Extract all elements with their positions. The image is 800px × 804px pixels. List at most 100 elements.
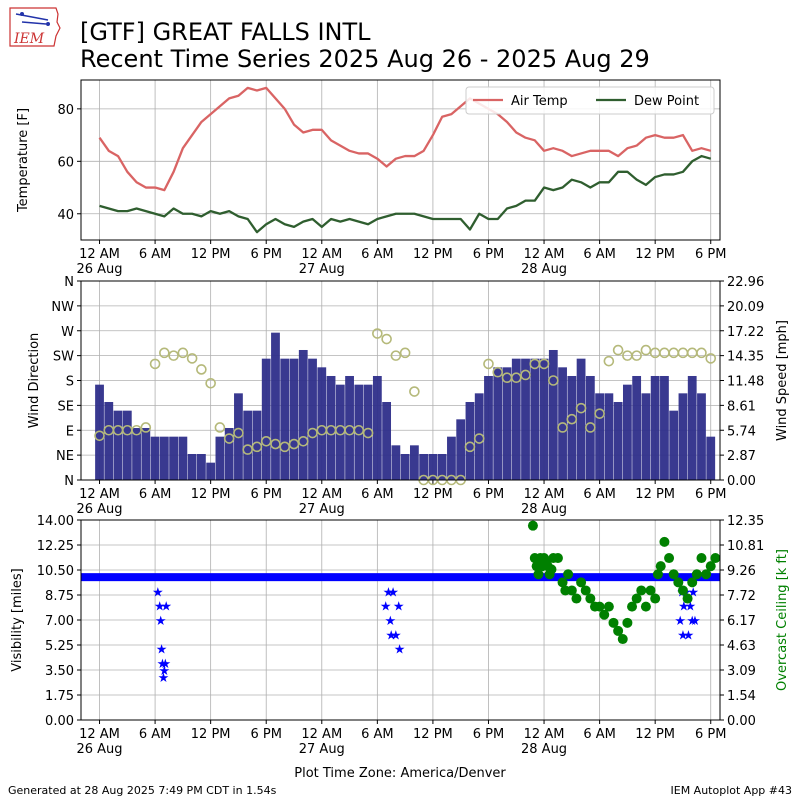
ceiling-point: [576, 577, 587, 588]
visibility-point: ★: [383, 585, 395, 600]
visibility-point: ★: [689, 614, 701, 629]
ceiling-tick-label: 7.72: [727, 589, 756, 604]
x-tick-label: 6 AM: [583, 727, 616, 742]
visibility-point: ★: [687, 585, 699, 600]
wind-dir-tick-label: SE: [58, 399, 74, 414]
visibility-point: ★: [158, 671, 170, 686]
ceiling-point: [701, 569, 712, 580]
x-tick-label: 6 AM: [361, 247, 394, 262]
wind-speed-bar: [326, 375, 336, 480]
ceiling-point: [682, 593, 693, 604]
x-tick-label: 6 AM: [139, 247, 172, 262]
ceiling-point: [571, 593, 582, 604]
wind-direction-point: [159, 347, 170, 359]
legend: Air Temp Dew Point: [465, 86, 715, 115]
ceiling-point: [631, 593, 642, 604]
wind-speed-bar: [372, 375, 382, 480]
visibility-tick-label: 5.25: [45, 639, 74, 654]
dew-point-line: [99, 154, 712, 234]
wind-speed-bar: [660, 375, 669, 480]
visibility-point: ★: [155, 614, 167, 629]
wind-speed-bar: [363, 384, 373, 480]
wind-speed-bar: [169, 436, 179, 480]
wind-speed-bar: [613, 401, 623, 480]
ceiling-point: [617, 634, 628, 645]
wind-direction-point: [510, 372, 522, 384]
x-tick-label: 12 AM: [79, 487, 120, 502]
wind-direction-point: [205, 377, 216, 389]
wind-speed-bar: [261, 358, 271, 480]
visibility-point: ★: [385, 628, 397, 643]
visibility-tick-label: 3.50: [45, 664, 74, 679]
visibility-tick-label: 14.00: [37, 514, 74, 529]
wind-direction-point: [464, 441, 476, 453]
ceiling-point: [585, 593, 596, 604]
wind-speed-bar: [419, 453, 429, 480]
x-tick-label: 12 PM: [413, 487, 453, 502]
visibility-point: ★: [683, 628, 695, 643]
chart-title-line2: Recent Time Series 2025 Aug 26 - 2025 Au…: [80, 45, 650, 73]
wind-direction-point: [177, 347, 189, 359]
ceiling-tick-label: 3.09: [727, 664, 756, 679]
x-tick-label: 6 AM: [583, 247, 616, 262]
wind-direction-point: [279, 441, 291, 453]
visibility-point: ★: [380, 600, 392, 615]
x-tick-label: 12 AM: [301, 247, 342, 262]
legend-label-air-temp: Air Temp: [511, 94, 568, 109]
visibility-point: ★: [154, 600, 166, 615]
x-tick-date: 26 Aug: [76, 502, 122, 517]
x-tick-label: 12 PM: [635, 487, 675, 502]
wind-speed-bar: [548, 349, 558, 480]
wind-speed-bar: [409, 445, 419, 480]
wind-speed-bar: [215, 436, 225, 480]
wind-dir-axis-label: Wind Direction: [27, 333, 42, 429]
wind-direction-point: [640, 344, 652, 356]
visibility-tick-label: 12.25: [37, 539, 74, 554]
wind-speed-bar: [317, 367, 327, 480]
visibility-point: ★: [393, 600, 405, 615]
visibility-point: ★: [685, 600, 697, 615]
panel-frame: [80, 280, 721, 481]
wind-direction-point: [196, 364, 207, 375]
wind-direction-point: [696, 347, 707, 359]
wind-speed-bar: [539, 358, 549, 480]
wind-speed-tick-label: 11.48: [727, 375, 764, 390]
wind-speed-bar: [335, 384, 345, 480]
x-tick-label: 12 AM: [524, 727, 565, 742]
wind-direction-point: [548, 375, 559, 386]
wind-speed-bar: [271, 332, 280, 480]
wind-speed-bar: [224, 427, 234, 480]
wind-dir-tick-label: W: [61, 325, 74, 340]
visibility-tick-label: 1.75: [45, 689, 74, 704]
ceiling-tick-label: 10.81: [727, 539, 764, 554]
ceiling-point: [655, 561, 666, 572]
x-tick-label: 6 PM: [695, 727, 726, 742]
wind-speed-bar: [706, 436, 716, 480]
ceiling-point: [673, 577, 684, 588]
ceiling-tick-label: 4.63: [727, 639, 756, 654]
wind-direction-point: [251, 441, 263, 453]
wind-speed-bar: [447, 436, 456, 480]
wind-direction-point: [353, 424, 365, 436]
wind-speed-bar: [187, 453, 197, 480]
wind-speed-tick-label: 17.22: [727, 325, 764, 340]
x-tick-label: 6 PM: [473, 487, 504, 502]
wind-speed-bar: [150, 436, 160, 480]
wind-speed-bar: [576, 358, 586, 480]
ceiling-point: [546, 564, 557, 575]
ceiling-tick-label: 0.00: [727, 714, 756, 729]
x-tick-label: 12 PM: [191, 247, 231, 262]
x-tick-label: 12 PM: [413, 247, 453, 262]
wind-speed-bar: [632, 375, 642, 480]
visibility-tick-label: 8.75: [45, 589, 74, 604]
x-tick-date: 27 Aug: [299, 502, 345, 517]
visibility-point: ★: [678, 600, 690, 615]
wind-direction-point: [381, 333, 392, 345]
wind-speed-axis-label: Wind Speed [mph]: [775, 320, 790, 441]
ceiling-point: [580, 585, 591, 596]
wind-speed-bar: [585, 375, 595, 480]
wind-speed-bar: [206, 462, 216, 480]
x-tick-date: 27 Aug: [299, 262, 345, 277]
ceiling-point: [664, 553, 675, 564]
wind-speed-bar: [465, 401, 475, 480]
